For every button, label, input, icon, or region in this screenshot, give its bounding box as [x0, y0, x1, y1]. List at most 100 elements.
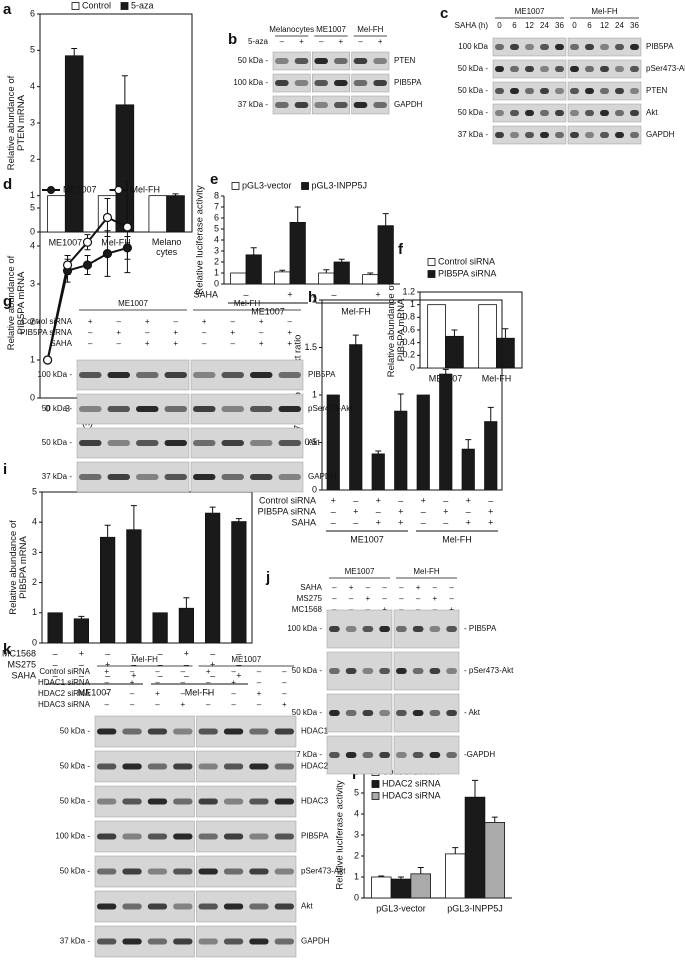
blot-band — [79, 474, 102, 480]
blot-background — [272, 95, 311, 115]
blot-band — [429, 626, 441, 632]
condition-mark: + — [488, 517, 493, 527]
condition-mark: – — [331, 506, 336, 516]
band-label: HDAC2 — [301, 762, 329, 771]
condition-mark: 0 — [572, 21, 577, 30]
condition-mark: – — [210, 670, 215, 680]
bar — [478, 304, 497, 369]
blot-band — [221, 474, 244, 480]
blot-band — [446, 752, 457, 758]
band-label: Akt — [308, 438, 320, 447]
group-label: ME1007 — [345, 567, 375, 576]
error-bar — [294, 206, 301, 223]
condition-mark: – — [79, 670, 84, 680]
group-label: Mel-FH — [234, 299, 260, 308]
condition-mark: + — [104, 667, 109, 676]
blot-band — [173, 728, 193, 735]
y-tick-label: 0 — [30, 392, 35, 402]
blot-band — [198, 938, 218, 945]
group-label: ME1007 — [118, 299, 148, 308]
blot-band — [314, 58, 328, 64]
y-tick-label: 2 — [30, 316, 35, 326]
blot-band — [193, 440, 216, 446]
blot-band — [600, 110, 609, 116]
condition-mark: 24 — [540, 21, 549, 30]
blot-band — [345, 668, 357, 674]
error-bar — [323, 269, 330, 273]
blot-band — [396, 668, 407, 674]
condition-mark: – — [243, 289, 248, 299]
legend-marker — [114, 186, 123, 194]
blot-band — [600, 66, 609, 72]
condition-mark: – — [131, 648, 136, 658]
bar — [362, 274, 379, 285]
y-tick-label: 3 — [354, 829, 359, 839]
condition-mark: – — [130, 667, 135, 676]
blot-band — [274, 868, 294, 875]
condition-mark: – — [130, 700, 135, 709]
condition-mark: + — [299, 37, 304, 46]
kda-label: 50 kDa - — [458, 64, 489, 73]
y-tick-label: 0.2 — [402, 350, 415, 360]
error-bar — [71, 48, 78, 56]
condition-mark: – — [331, 517, 336, 527]
blot-band — [107, 440, 130, 446]
blot-band — [249, 903, 269, 910]
blot-band — [274, 798, 294, 805]
blot-band — [147, 903, 168, 910]
blot-band — [164, 474, 187, 480]
condition-mark: + — [433, 594, 438, 603]
y-tick-label: 1 — [32, 607, 37, 617]
blot-band — [379, 710, 390, 716]
condition-mark: – — [282, 678, 287, 687]
y-tick-label: 0 — [312, 484, 317, 494]
kda-label: 37 kDa - — [60, 937, 91, 946]
error-bar — [367, 272, 374, 275]
blot-band — [223, 868, 244, 875]
condition-mark: – — [282, 667, 287, 676]
condition-mark: – — [366, 605, 371, 614]
blot-background — [272, 73, 311, 93]
group-label: Mel-FH — [442, 534, 472, 544]
condition-mark: – — [399, 583, 404, 592]
band-label: PIB5PA — [646, 42, 674, 51]
condition-mark: – — [184, 670, 189, 680]
bar — [64, 55, 84, 233]
kda-label: 37 kDa - — [42, 472, 73, 481]
condition-mark: – — [130, 689, 135, 698]
blot-band — [429, 752, 441, 758]
blot-band — [79, 406, 102, 412]
legend-label: pGL3-vector — [242, 180, 292, 190]
condition-mark: + — [466, 495, 471, 505]
y-tick-label: 5 — [354, 787, 359, 797]
condition-mark: – — [416, 594, 421, 603]
condition-mark: – — [105, 670, 110, 680]
y-tick-label: 0 — [32, 637, 37, 647]
blot-band — [198, 833, 218, 840]
condition-label: MC1568 — [2, 648, 36, 658]
condition-mark: – — [421, 506, 426, 516]
blot-band — [555, 110, 564, 116]
panel-letter: k — [3, 641, 12, 658]
kda-label: 50 kDa - — [458, 108, 489, 117]
bar — [496, 337, 515, 369]
condition-mark: – — [210, 648, 215, 658]
blot-band — [249, 868, 269, 875]
blot-band — [329, 710, 340, 716]
condition-mark: – — [488, 495, 493, 505]
blot-band — [107, 474, 130, 480]
condition-mark: + — [398, 517, 403, 527]
condition-mark: – — [449, 594, 454, 603]
bar — [178, 607, 194, 644]
condition-mark: + — [331, 495, 336, 505]
blot-band — [373, 58, 387, 64]
error-bar — [104, 524, 111, 538]
blot-band — [249, 833, 269, 840]
blot-band — [510, 132, 519, 138]
condition-label: MS275 — [7, 659, 36, 669]
blot-band — [193, 372, 216, 378]
blot-band — [274, 833, 294, 840]
condition-mark: + — [173, 328, 178, 337]
x-tick-label: Mel-FH — [482, 373, 512, 383]
y-tick-label: 5 — [32, 486, 37, 496]
